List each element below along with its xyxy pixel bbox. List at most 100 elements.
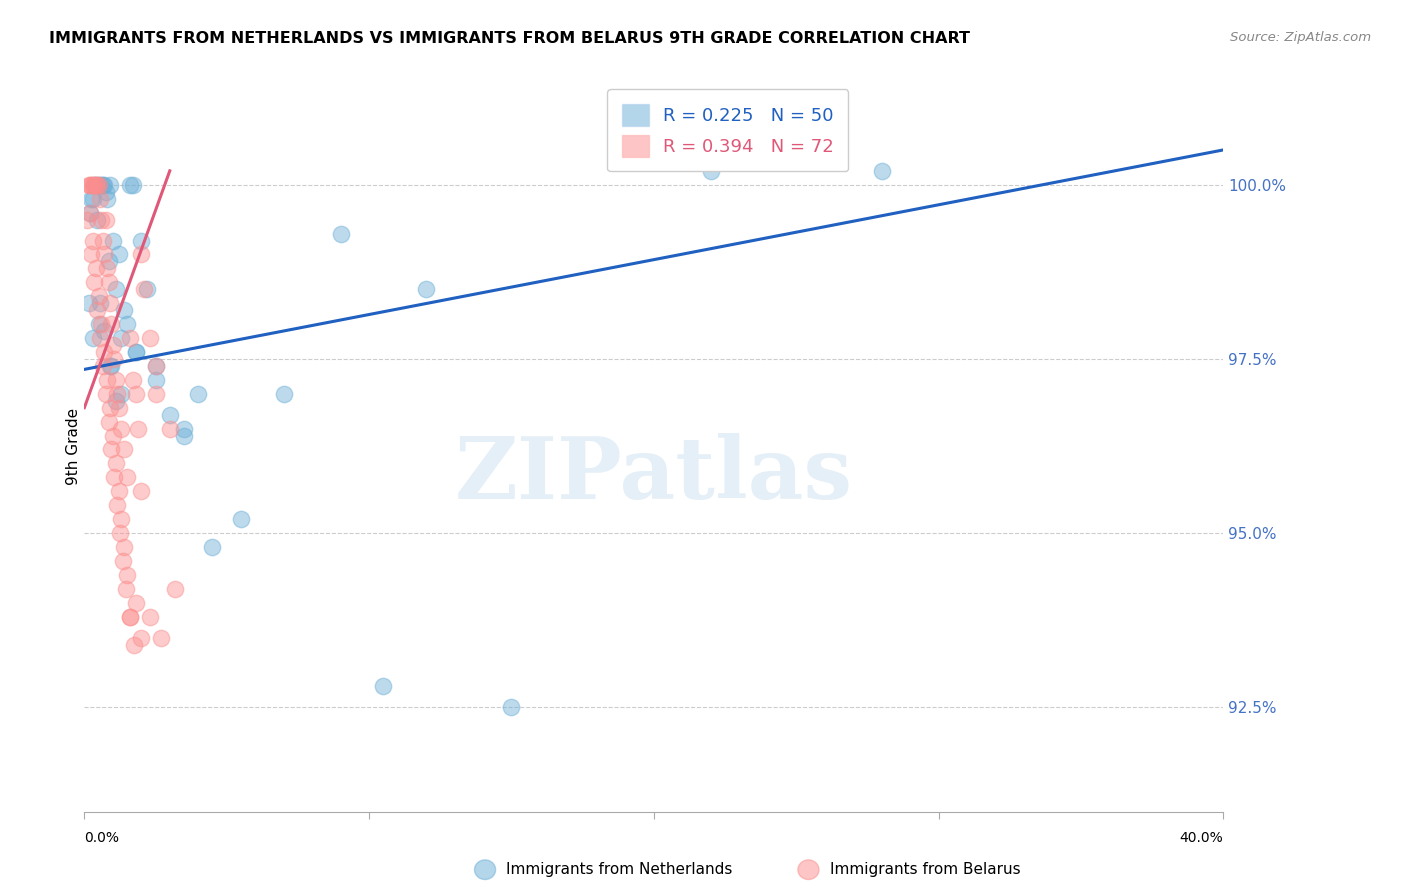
Point (96, 192, 118, 206)
Point (79, 178, 101, 192)
Point (173, 428, 195, 442)
Point (145, 386, 167, 401)
Point (86, 212, 108, 227)
Point (121, 373, 143, 387)
Point (79, 205, 101, 219)
Point (105, 498, 128, 512)
Point (90, 178, 112, 192)
Point (159, 421, 181, 435)
Point (100, 317, 122, 331)
Point (86, 178, 108, 192)
Point (90, 317, 112, 331)
Point (94, 212, 117, 227)
Point (139, 609, 162, 624)
Point (80, 192, 103, 206)
Point (83, 178, 105, 192)
Point (118, 178, 141, 192)
Point (93, 247, 115, 261)
Point (165, 582, 187, 596)
Point (127, 421, 149, 435)
Point (84, 261, 107, 276)
Point (96, 261, 118, 276)
Point (91, 359, 114, 373)
Point (124, 386, 146, 401)
Point (110, 386, 132, 401)
Point (98, 401, 121, 415)
Point (124, 596, 146, 610)
Point (145, 373, 167, 387)
Point (87, 178, 110, 192)
Point (80, 178, 103, 192)
Y-axis label: 9th Grade: 9th Grade (66, 408, 80, 484)
Point (115, 470, 138, 484)
Point (83, 275, 105, 289)
Point (131, 484, 153, 499)
Legend: R = 0.225   N = 50, R = 0.394   N = 72: R = 0.225 N = 50, R = 0.394 N = 72 (607, 89, 848, 171)
Point (134, 282, 156, 296)
Point (80, 247, 103, 261)
Point (150, 631, 173, 645)
Point (105, 386, 128, 401)
Point (93, 324, 115, 338)
Point (104, 373, 127, 387)
Text: Immigrants from Netherlands: Immigrants from Netherlands (506, 863, 733, 877)
Point (94, 386, 117, 401)
Point (96, 373, 118, 387)
Point (870, 164, 893, 178)
Point (329, 227, 352, 241)
Point (89, 331, 111, 345)
Point (77, 178, 100, 192)
Point (104, 393, 127, 408)
Point (110, 421, 132, 435)
Point (124, 345, 146, 359)
Point (83, 178, 105, 192)
Text: ZIPatlas: ZIPatlas (454, 434, 853, 517)
Point (145, 359, 167, 373)
Point (86, 303, 108, 318)
Point (104, 282, 127, 296)
Point (111, 554, 134, 568)
Point (76, 212, 98, 227)
Point (98, 359, 121, 373)
Point (700, 164, 723, 178)
Point (101, 428, 124, 442)
Point (91, 178, 114, 192)
Point (97, 415, 120, 429)
Point (110, 331, 132, 345)
Point (173, 421, 195, 435)
Text: 0.0%: 0.0% (84, 831, 120, 846)
Point (115, 317, 138, 331)
Point (87, 289, 110, 303)
Point (107, 484, 129, 499)
Point (118, 609, 141, 624)
Point (103, 351, 125, 366)
Point (79, 205, 101, 219)
Point (114, 582, 136, 596)
Text: 40.0%: 40.0% (1180, 831, 1223, 846)
Point (100, 442, 122, 457)
Point (415, 282, 437, 296)
Point (118, 331, 141, 345)
Point (107, 247, 129, 261)
Point (82, 234, 104, 248)
Point (131, 234, 153, 248)
Point (131, 247, 153, 261)
Point (101, 338, 124, 352)
Point (112, 540, 135, 554)
Text: Immigrants from Belarus: Immigrants from Belarus (830, 863, 1021, 877)
Point (82, 178, 104, 192)
Point (131, 631, 153, 645)
Point (373, 679, 395, 693)
Point (87, 178, 110, 192)
Point (84, 178, 107, 192)
Point (115, 567, 138, 582)
Point (104, 457, 127, 471)
Point (103, 470, 125, 484)
Point (145, 359, 167, 373)
Point (124, 345, 146, 359)
Point (118, 609, 141, 624)
Point (89, 296, 111, 310)
Point (89, 192, 111, 206)
Point (201, 540, 224, 554)
Point (273, 386, 295, 401)
